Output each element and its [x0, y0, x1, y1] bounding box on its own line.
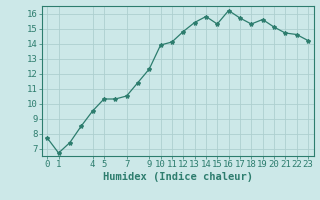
X-axis label: Humidex (Indice chaleur): Humidex (Indice chaleur)	[103, 172, 252, 182]
